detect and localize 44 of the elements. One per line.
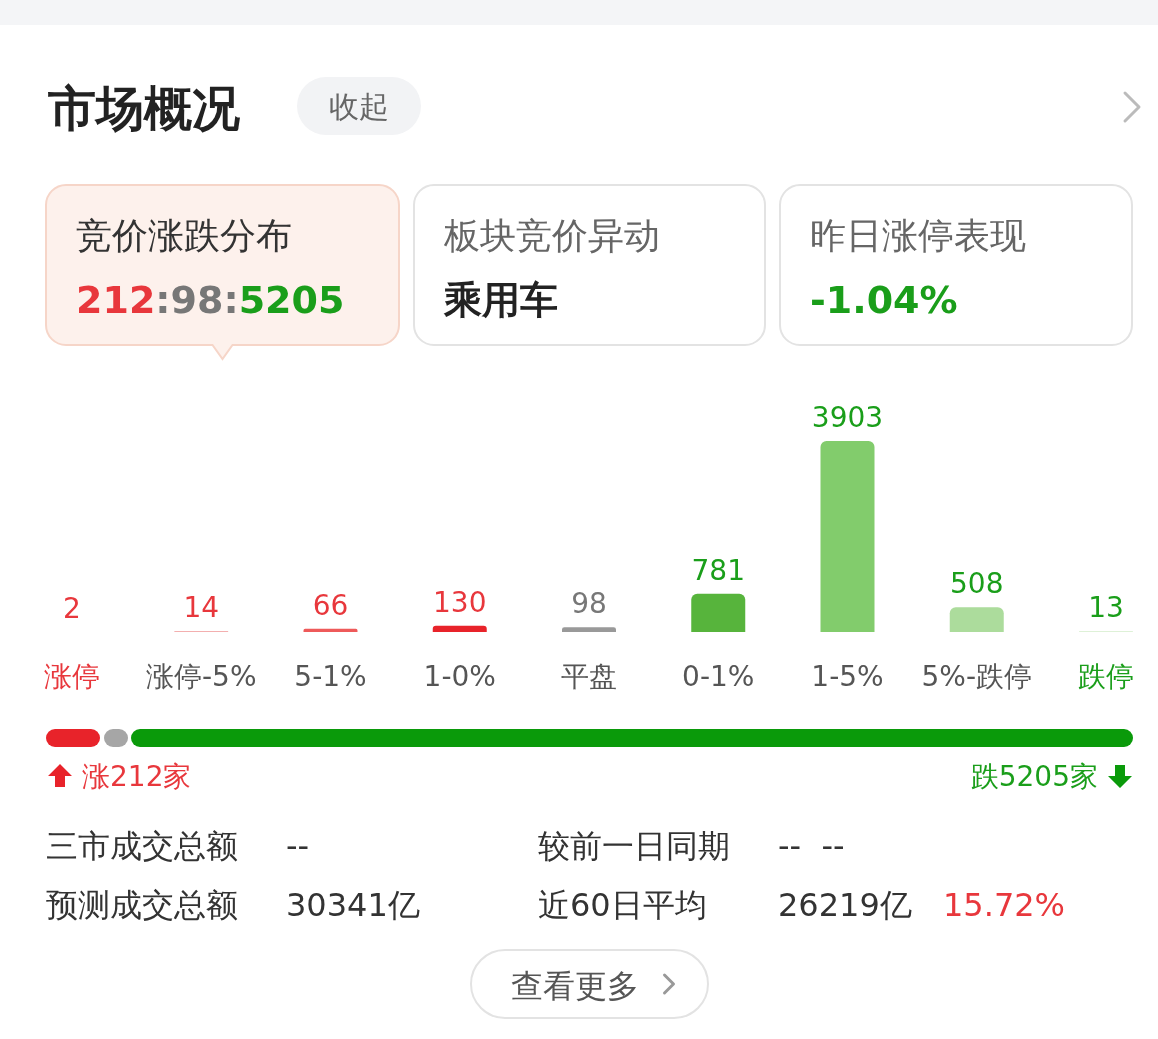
text: -- -- bbox=[778, 827, 845, 865]
data-label: 66 bbox=[312, 588, 349, 622]
bar bbox=[432, 625, 487, 632]
text: 收起 bbox=[329, 89, 389, 124]
data-label: 3903 bbox=[811, 401, 884, 434]
text: 较前一日同期 bbox=[538, 827, 730, 865]
text: 市场概况 bbox=[47, 80, 240, 136]
data-label: 508 bbox=[950, 567, 1004, 601]
bar bbox=[303, 628, 358, 632]
x-tick-label: 涨停-5% bbox=[145, 660, 257, 693]
text: -1.04% bbox=[810, 278, 958, 322]
text: 三市成交总额 bbox=[46, 827, 238, 865]
data-label: 14 bbox=[183, 591, 220, 625]
text: -- bbox=[286, 827, 310, 865]
text: 212:98:5205 bbox=[76, 278, 345, 322]
text: 乘用车 bbox=[443, 278, 558, 322]
x-tick-label: 平盘 bbox=[561, 660, 617, 693]
text: 近60日平均 bbox=[538, 886, 707, 924]
text: 竞价涨跌分布 bbox=[76, 215, 292, 256]
text: 查看更多 bbox=[511, 967, 639, 1005]
data-label: 98 bbox=[571, 587, 607, 621]
text: 15.72% bbox=[943, 886, 1066, 924]
text: 26219亿 bbox=[778, 886, 912, 924]
x-tick-label: 跌停 bbox=[1078, 660, 1134, 693]
data-label: 130 bbox=[433, 585, 487, 619]
x-tick-label: 1-5% bbox=[811, 660, 884, 693]
bar bbox=[562, 627, 616, 632]
text: 跌5205家 bbox=[970, 760, 1098, 793]
x-tick-label: 1-0% bbox=[423, 660, 496, 693]
bar bbox=[820, 441, 875, 632]
text: 板块竞价异动 bbox=[443, 215, 660, 256]
data-label: 2 bbox=[63, 591, 81, 625]
data-label: 781 bbox=[691, 553, 745, 587]
bar bbox=[949, 607, 1004, 632]
text: 涨212家 bbox=[82, 760, 192, 793]
x-tick-label: 0-1% bbox=[682, 660, 755, 693]
data-label: 13 bbox=[1088, 591, 1124, 625]
bar bbox=[691, 593, 746, 632]
text: 昨日涨停表现 bbox=[810, 215, 1026, 256]
x-tick-label: 涨停 bbox=[44, 660, 100, 693]
text: 30341亿 bbox=[286, 886, 420, 924]
x-tick-label: 5%-跌停 bbox=[921, 660, 1033, 693]
x-tick-label: 5-1% bbox=[294, 660, 367, 693]
text: 预测成交总额 bbox=[46, 886, 238, 924]
